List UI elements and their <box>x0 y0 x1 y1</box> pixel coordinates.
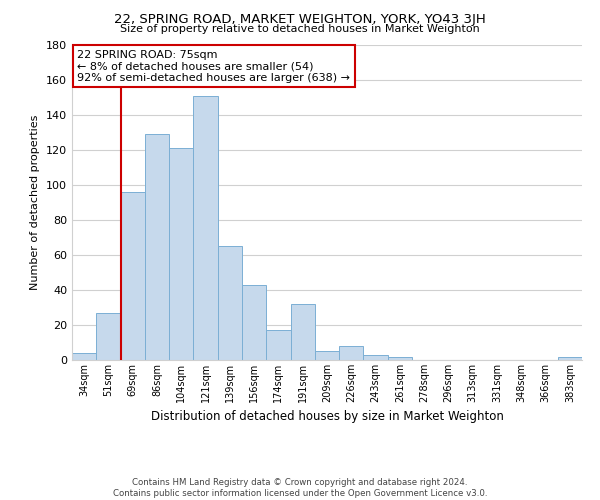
Bar <box>266 330 290 360</box>
Bar <box>290 304 315 360</box>
Y-axis label: Number of detached properties: Number of detached properties <box>31 115 40 290</box>
Bar <box>558 356 582 360</box>
Bar <box>218 246 242 360</box>
Bar <box>242 285 266 360</box>
Text: Contains HM Land Registry data © Crown copyright and database right 2024.
Contai: Contains HM Land Registry data © Crown c… <box>113 478 487 498</box>
Bar <box>339 346 364 360</box>
Bar <box>193 96 218 360</box>
Bar <box>121 192 145 360</box>
Text: 22, SPRING ROAD, MARKET WEIGHTON, YORK, YO43 3JH: 22, SPRING ROAD, MARKET WEIGHTON, YORK, … <box>114 12 486 26</box>
Bar <box>315 351 339 360</box>
Bar <box>96 313 121 360</box>
Text: 22 SPRING ROAD: 75sqm
← 8% of detached houses are smaller (54)
92% of semi-detac: 22 SPRING ROAD: 75sqm ← 8% of detached h… <box>77 50 350 83</box>
Bar <box>145 134 169 360</box>
Bar <box>169 148 193 360</box>
Bar <box>364 355 388 360</box>
Bar <box>388 356 412 360</box>
Text: Size of property relative to detached houses in Market Weighton: Size of property relative to detached ho… <box>120 24 480 34</box>
X-axis label: Distribution of detached houses by size in Market Weighton: Distribution of detached houses by size … <box>151 410 503 424</box>
Bar <box>72 353 96 360</box>
